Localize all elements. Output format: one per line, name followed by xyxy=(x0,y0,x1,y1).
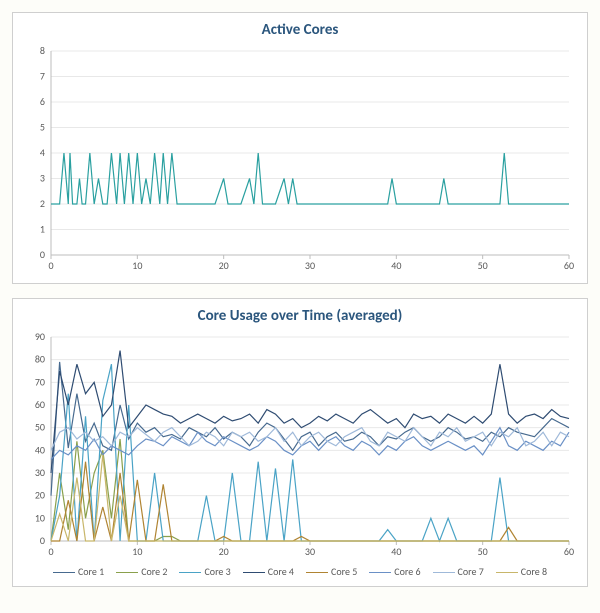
svg-text:50: 50 xyxy=(478,545,488,558)
active-cores-panel: Active Cores 0 1 2 3 4 5 6 7 8 0 10 20 30 40 50 60 xyxy=(12,12,588,284)
legend-label: Core 3 xyxy=(204,565,230,578)
legend-swatch xyxy=(243,572,265,573)
svg-text:30: 30 xyxy=(35,466,45,479)
legend-item: Core 6 xyxy=(369,565,420,578)
svg-text:50: 50 xyxy=(35,421,45,434)
legend-swatch xyxy=(53,572,75,573)
legend-label: Core 4 xyxy=(268,565,294,578)
svg-text:90: 90 xyxy=(35,331,45,343)
legend-label: Core 5 xyxy=(331,565,357,578)
svg-text:10: 10 xyxy=(132,545,142,558)
legend-swatch xyxy=(306,572,328,573)
svg-text:30: 30 xyxy=(305,545,315,558)
core-usage-title: Core Usage over Time (averaged) xyxy=(21,307,579,325)
core-usage-panel: Core Usage over Time (averaged) 0 10 20 30 4… xyxy=(12,298,588,587)
svg-text:0: 0 xyxy=(40,534,45,547)
svg-text:0: 0 xyxy=(48,259,53,272)
legend-label: Core 6 xyxy=(394,565,420,578)
legend-swatch xyxy=(179,572,201,573)
svg-text:40: 40 xyxy=(35,443,45,456)
legend-item: Core 2 xyxy=(116,565,167,578)
legend-swatch xyxy=(116,572,138,573)
svg-text:50: 50 xyxy=(478,259,488,272)
svg-text:2: 2 xyxy=(40,197,45,210)
core-usage-legend: Core 1 Core 2 Core 3 Core 4 Core 5 Core 6 Core… xyxy=(21,565,579,578)
svg-text:60: 60 xyxy=(564,259,574,272)
legend-item: Core 4 xyxy=(243,565,294,578)
svg-text:7: 7 xyxy=(40,70,45,83)
legend-item: Core 5 xyxy=(306,565,357,578)
legend-item: Core 8 xyxy=(496,565,547,578)
svg-text:70: 70 xyxy=(35,375,45,388)
legend-label: Core 1 xyxy=(78,565,104,578)
svg-text:1: 1 xyxy=(40,223,45,236)
svg-text:30: 30 xyxy=(305,259,315,272)
svg-text:10: 10 xyxy=(132,259,142,272)
svg-text:60: 60 xyxy=(564,545,574,558)
legend-label: Core 8 xyxy=(521,565,547,578)
active-cores-title: Active Cores xyxy=(21,21,579,39)
svg-text:0: 0 xyxy=(48,545,53,558)
svg-text:5: 5 xyxy=(40,121,45,134)
svg-text:40: 40 xyxy=(391,545,401,558)
legend-label: Core 2 xyxy=(141,565,167,578)
legend-item: Core 7 xyxy=(433,565,484,578)
legend-swatch xyxy=(369,572,391,573)
legend-item: Core 3 xyxy=(179,565,230,578)
svg-text:0: 0 xyxy=(40,248,45,261)
svg-text:20: 20 xyxy=(219,259,229,272)
svg-text:4: 4 xyxy=(40,146,45,159)
svg-text:8: 8 xyxy=(40,45,45,57)
svg-text:80: 80 xyxy=(35,353,45,366)
svg-text:10: 10 xyxy=(35,511,45,524)
active-cores-chart: 0 1 2 3 4 5 6 7 8 0 10 20 30 40 50 60 xyxy=(21,45,579,275)
svg-text:20: 20 xyxy=(219,545,229,558)
core-usage-chart: 0 10 20 30 40 50 60 70 80 90 0 10 20 30 40 50 60 xyxy=(21,331,579,561)
svg-text:20: 20 xyxy=(35,489,45,502)
legend-swatch xyxy=(433,572,455,573)
legend-item: Core 1 xyxy=(53,565,104,578)
svg-text:60: 60 xyxy=(35,398,45,411)
svg-text:40: 40 xyxy=(391,259,401,272)
svg-text:6: 6 xyxy=(40,95,45,108)
svg-text:3: 3 xyxy=(40,172,45,185)
legend-label: Core 7 xyxy=(458,565,484,578)
legend-swatch xyxy=(496,572,518,573)
